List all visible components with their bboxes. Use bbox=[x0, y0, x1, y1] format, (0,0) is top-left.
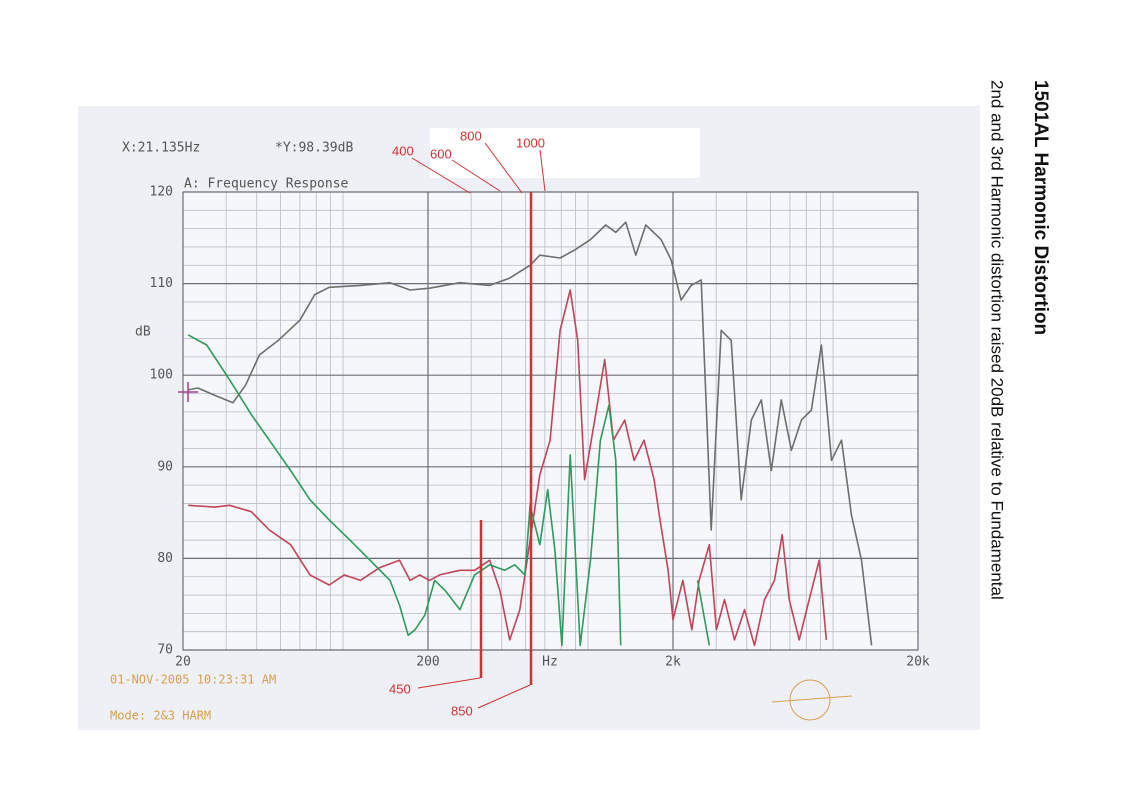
timestamp: 01-NOV-2005 10:23:31 AM bbox=[110, 673, 276, 687]
annotation-leader bbox=[417, 677, 481, 689]
y-tick-label: 90 bbox=[157, 459, 173, 474]
y-axis-label: dB bbox=[135, 325, 151, 340]
annotation: 800 bbox=[460, 128, 482, 143]
grid bbox=[182, 191, 919, 651]
annotation: 1000 bbox=[516, 135, 545, 150]
annotation-leader bbox=[539, 149, 546, 192]
chart-subtitle: 2nd and 3rd Harmonic distortion raised 2… bbox=[988, 80, 1007, 600]
annotation: 400 bbox=[392, 143, 414, 158]
y-tick-label: 120 bbox=[150, 185, 173, 200]
x-tick-label: 20k bbox=[906, 655, 930, 670]
series-line bbox=[188, 289, 828, 647]
cursor-marker bbox=[178, 382, 198, 402]
blank-patch bbox=[430, 128, 700, 178]
series-group bbox=[188, 222, 906, 645]
cursor-x: X:21.135Hz bbox=[122, 141, 200, 156]
x-tick-label: 2k bbox=[665, 655, 681, 670]
y-tick-label: 100 bbox=[150, 368, 173, 383]
y-tick-label: 80 bbox=[157, 551, 173, 566]
annotation-leader bbox=[411, 157, 471, 194]
x-tick-label: 20 bbox=[175, 655, 191, 670]
cursor-y: *Y:98.39dB bbox=[275, 141, 353, 156]
annotation: 850 bbox=[451, 703, 473, 718]
annotation-leader bbox=[477, 684, 531, 709]
mode-label: Mode: 2&3 HARM bbox=[110, 709, 211, 723]
chart-title: 1501AL Harmonic Distortion bbox=[1030, 80, 1051, 335]
logo-globe bbox=[789, 679, 831, 721]
x-axis-label: Hz bbox=[542, 655, 558, 670]
annotation: 600 bbox=[430, 146, 452, 161]
y-tick-label: 110 bbox=[150, 276, 173, 291]
plot-area bbox=[182, 191, 919, 651]
logo-line bbox=[771, 695, 853, 703]
annotations bbox=[411, 142, 546, 709]
series-line bbox=[187, 334, 711, 647]
annotation: 450 bbox=[389, 681, 411, 696]
annotation-leader bbox=[484, 142, 523, 194]
y-tick-label: 70 bbox=[157, 643, 173, 658]
bk-logo bbox=[771, 679, 853, 721]
x-tick-label: 200 bbox=[416, 655, 439, 670]
annotation-leader bbox=[451, 159, 501, 192]
plot-label: A: Frequency Response bbox=[184, 177, 349, 192]
